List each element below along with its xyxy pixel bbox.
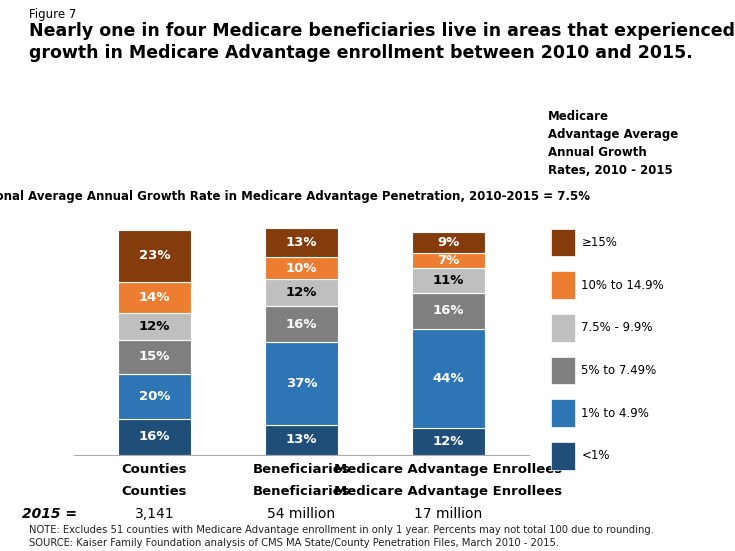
Bar: [265, 306, 338, 342]
Text: 13%: 13%: [286, 434, 317, 446]
Text: 12%: 12%: [139, 320, 170, 333]
Text: FAMILY: FAMILY: [645, 527, 686, 537]
Text: 20%: 20%: [139, 390, 170, 403]
Text: 37%: 37%: [286, 377, 317, 390]
Text: 3,141: 3,141: [135, 507, 174, 521]
Bar: [412, 268, 485, 293]
Text: 12%: 12%: [286, 287, 317, 299]
Bar: [118, 282, 191, 313]
Text: 1% to 4.9%: 1% to 4.9%: [581, 407, 649, 420]
Text: 7.5% - 9.9%: 7.5% - 9.9%: [581, 321, 653, 334]
Text: NOTE: Excludes 51 counties with Medicare Advantage enrollment in only 1 year. Pe: NOTE: Excludes 51 counties with Medicare…: [29, 525, 654, 548]
Text: 5% to 7.49%: 5% to 7.49%: [581, 364, 656, 377]
Text: Counties: Counties: [121, 485, 187, 498]
Text: ≥15%: ≥15%: [581, 236, 617, 249]
Bar: [412, 233, 485, 252]
Text: Figure 7: Figure 7: [29, 8, 76, 21]
Text: 10%: 10%: [286, 262, 317, 275]
Text: 14%: 14%: [139, 291, 170, 304]
Text: 23%: 23%: [139, 250, 170, 262]
Bar: [412, 293, 485, 329]
Text: Medicare
Advantage Average
Annual Growth
Rates, 2010 - 2015: Medicare Advantage Average Annual Growth…: [548, 110, 678, 177]
Text: 10% to 14.9%: 10% to 14.9%: [581, 279, 664, 291]
Text: Medicare Advantage Enrollees: Medicare Advantage Enrollees: [334, 485, 562, 498]
Text: THE HENRY J.: THE HENRY J.: [648, 512, 683, 517]
Bar: [265, 228, 338, 257]
Bar: [412, 428, 485, 455]
Text: 16%: 16%: [433, 304, 464, 317]
Text: 13%: 13%: [286, 236, 317, 249]
Bar: [412, 252, 485, 268]
Text: 44%: 44%: [432, 372, 465, 385]
Bar: [118, 313, 191, 340]
Bar: [118, 419, 191, 455]
Text: 15%: 15%: [139, 350, 170, 364]
Text: 9%: 9%: [437, 236, 459, 249]
FancyBboxPatch shape: [551, 357, 575, 385]
Bar: [265, 279, 338, 306]
Text: 7%: 7%: [437, 254, 459, 267]
Text: 17 million: 17 million: [415, 507, 482, 521]
Text: Nearly one in four Medicare beneficiaries live in areas that experienced rapid
g: Nearly one in four Medicare beneficiarie…: [29, 22, 735, 62]
Bar: [265, 257, 338, 279]
Text: 16%: 16%: [286, 318, 317, 331]
FancyBboxPatch shape: [551, 314, 575, 342]
Text: 54 million: 54 million: [268, 507, 335, 521]
Bar: [265, 425, 338, 455]
Bar: [412, 329, 485, 428]
Text: <1%: <1%: [581, 450, 610, 462]
Text: KAISER: KAISER: [644, 520, 686, 530]
Text: 2015 =: 2015 =: [22, 507, 77, 521]
Text: Beneficiaries: Beneficiaries: [253, 485, 350, 498]
FancyBboxPatch shape: [551, 229, 575, 256]
Bar: [265, 342, 338, 425]
FancyBboxPatch shape: [551, 272, 575, 299]
FancyBboxPatch shape: [551, 399, 575, 427]
Text: 11%: 11%: [433, 274, 464, 287]
FancyBboxPatch shape: [551, 442, 575, 469]
Text: FOUNDATION: FOUNDATION: [645, 538, 686, 543]
Bar: [118, 374, 191, 419]
Text: 16%: 16%: [139, 430, 170, 443]
Text: 12%: 12%: [433, 435, 464, 447]
Bar: [118, 230, 191, 282]
Bar: [118, 340, 191, 374]
Text: National Average Annual Growth Rate in Medicare Advantage Penetration, 2010-2015: National Average Annual Growth Rate in M…: [0, 190, 590, 203]
